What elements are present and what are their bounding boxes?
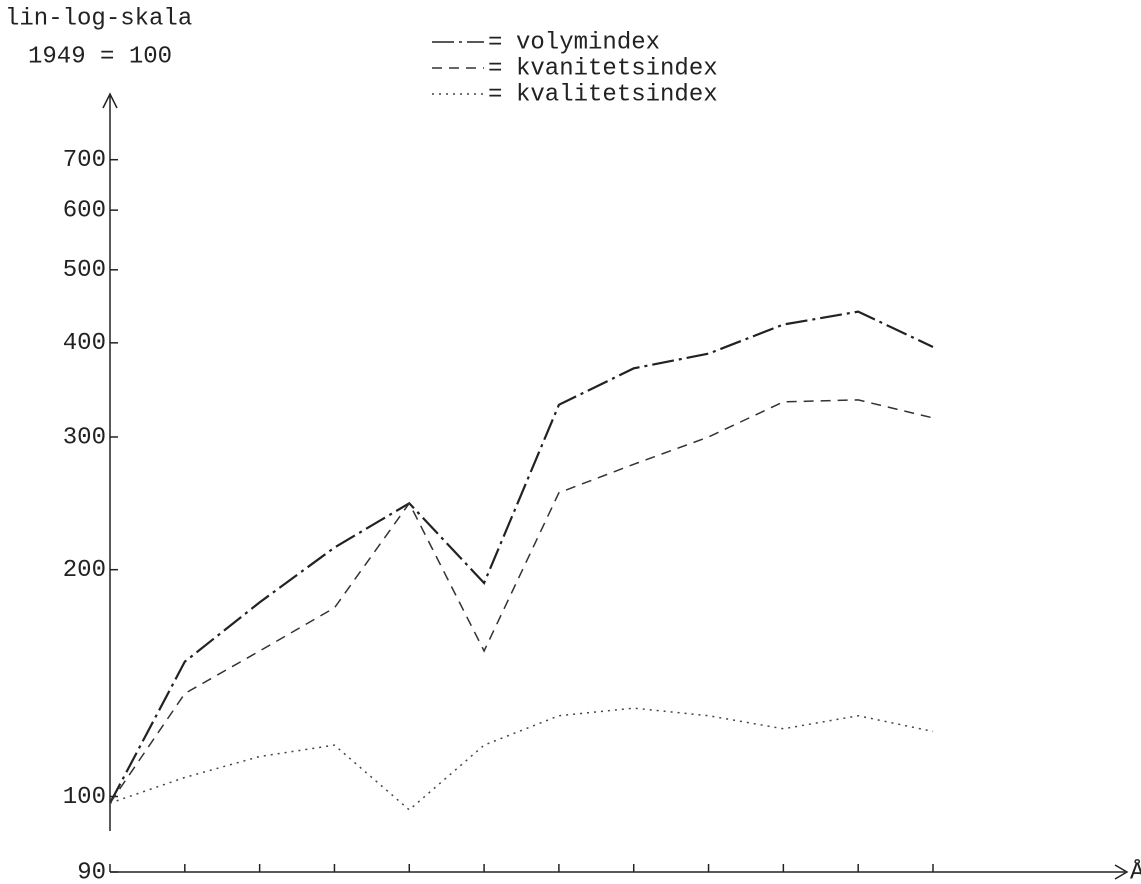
line-series [109,399,934,804]
y-axis-arrow [102,92,118,109]
y-tick-label: 600 [63,197,106,224]
x-axis-arrow [1114,864,1129,880]
legend-separator: = [488,29,502,56]
legend-separator: = [488,81,502,108]
y-tick-label: 200 [63,557,106,584]
y-tick-label: 400 [63,330,106,357]
y-tick-label: 500 [63,257,106,284]
legend-label: kvanitetsindex [516,55,718,82]
line-series [109,707,934,811]
y-axis-label: lin-log-skala [5,5,192,32]
y-tick-label: 700 [63,147,106,174]
x-axis-label: År [1130,858,1141,884]
y-tick-label: 300 [63,424,106,451]
y-axis-label: 1949 = 100 [28,43,172,70]
legend-label: kvalitetsindex [516,81,718,108]
legend-label: volymindex [516,29,660,56]
line-series [109,310,934,804]
y-tick-label: 100 [63,784,106,811]
legend-separator: = [488,55,502,82]
y-tick-label: 90 [77,859,106,884]
